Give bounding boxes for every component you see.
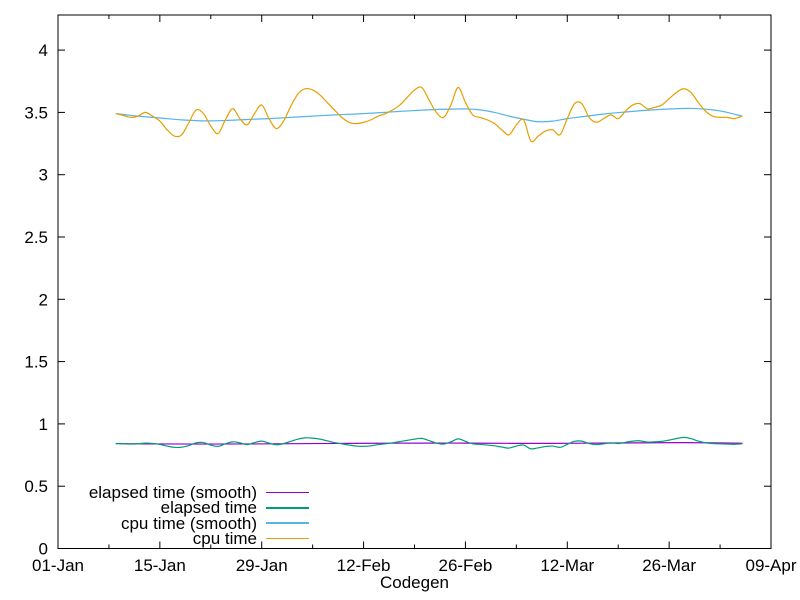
y-tick-label: 0.5 (24, 477, 48, 496)
y-tick-label: 2 (39, 290, 48, 309)
series-line-cpu-time (115, 86, 743, 143)
x-tick-label: 12-Feb (337, 556, 391, 575)
legend-item: cpu time (smooth) (40, 513, 309, 533)
y-tick-label: 1 (39, 415, 48, 434)
legend-item: cpu time (40, 528, 309, 548)
legend: elapsed time (smooth) elapsed time cpu t… (40, 483, 309, 548)
legend-label: cpu time (192, 528, 257, 548)
legend-label: elapsed time (160, 498, 257, 518)
legend-swatch-elapsed-time (266, 507, 309, 509)
legend-swatch-cpu-time-smooth (266, 522, 309, 525)
series-line-elapsed-time-smooth (115, 441, 743, 445)
x-axis-title: Codegen (380, 573, 449, 592)
series-line-elapsed-time (115, 436, 743, 450)
x-tick-label: 09-Apr (745, 556, 796, 575)
x-tick-label: 29-Jan (236, 556, 288, 575)
x-tick-label: 12-Mar (540, 556, 594, 575)
plot-border (57, 14, 772, 549)
y-tick-label: 3 (39, 166, 48, 185)
y-tick-label: 4 (39, 41, 48, 60)
y-tick-label: 2.5 (24, 228, 48, 247)
x-tick-label: 15-Jan (134, 556, 186, 575)
y-tick-label: 0 (39, 540, 48, 559)
series-line-cpu-time-smooth (115, 107, 743, 123)
legend-swatch-cpu-time (266, 537, 309, 540)
legend-item: elapsed time (40, 498, 309, 518)
legend-label: elapsed time (smooth) (88, 483, 257, 502)
y-tick-label: 3.5 (24, 103, 48, 122)
legend-swatch-elapsed-time-smooth (266, 491, 309, 494)
x-tick-label: 26-Feb (438, 556, 492, 575)
legend-label: cpu time (smooth) (120, 513, 257, 533)
legend-item: elapsed time (smooth) (40, 483, 309, 502)
y-tick-label: 1.5 (24, 353, 48, 372)
x-tick-label: 26-Mar (642, 556, 696, 575)
x-tick-label: 01-Jan (32, 556, 84, 575)
